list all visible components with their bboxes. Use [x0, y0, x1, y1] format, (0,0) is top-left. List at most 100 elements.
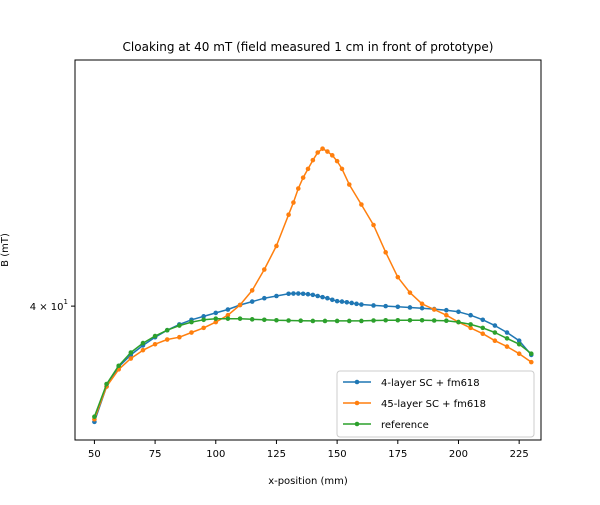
data-point: [359, 302, 364, 307]
data-point: [431, 318, 437, 323]
series-layer: [92, 146, 534, 425]
data-point: [371, 303, 376, 308]
data-point: [480, 325, 486, 331]
data-point: [329, 153, 335, 158]
data-point: [128, 356, 134, 361]
data-point: [468, 322, 473, 327]
data-point: [339, 166, 345, 172]
data-point: [516, 351, 522, 357]
data-point: [419, 317, 425, 323]
data-point: [320, 294, 325, 300]
data-point: [237, 302, 243, 308]
data-point: [291, 200, 296, 205]
data-point: [189, 330, 194, 335]
x-tick-label: 200: [449, 449, 468, 460]
data-point: [104, 381, 109, 387]
data-point: [329, 297, 335, 303]
data-point: [492, 330, 498, 335]
data-point: [225, 316, 231, 321]
data-point: [249, 299, 255, 304]
data-point: [516, 341, 522, 347]
x-tick-label: 225: [510, 449, 529, 460]
data-point: [92, 414, 97, 419]
data-point: [140, 340, 146, 346]
legend-box: [336, 370, 535, 438]
x-axis-ticks: 50 75 100 125 150 175 200 225: [88, 440, 529, 460]
data-point: [274, 293, 279, 299]
data-point: [164, 327, 170, 333]
series-3: [92, 316, 534, 419]
data-point: [419, 301, 425, 307]
data-point: [346, 318, 352, 324]
data-point: [140, 347, 146, 353]
data-point: [407, 317, 413, 323]
data-point: [480, 331, 486, 336]
legend-label: 4-layer SC + fm618: [381, 378, 480, 389]
data-point: [395, 317, 401, 323]
data-point: [295, 291, 301, 296]
data-point: [492, 338, 498, 344]
data-point: [444, 307, 449, 313]
x-tick-label: 50: [88, 449, 101, 460]
data-point: [177, 323, 182, 328]
data-point: [305, 291, 311, 297]
data-point: [349, 300, 354, 306]
data-point: [480, 317, 486, 323]
data-point: [262, 267, 267, 272]
data-point: [213, 310, 219, 316]
data-point: [444, 318, 449, 324]
data-point: [295, 186, 301, 191]
data-point: [152, 341, 158, 347]
legend-label: 45-layer SC + fm618: [381, 399, 486, 410]
data-point: [492, 323, 498, 328]
data-point: [310, 292, 316, 298]
data-point: [407, 290, 413, 295]
data-point: [152, 333, 158, 339]
x-tick-label: 75: [149, 449, 162, 460]
data-point: [431, 307, 437, 312]
y-tick-label: 4 × 101: [30, 298, 68, 313]
data-point: [286, 212, 291, 218]
x-tick-label: 150: [328, 449, 347, 460]
legend-marker: [354, 421, 360, 427]
data-point: [213, 319, 219, 325]
data-point: [419, 305, 425, 311]
data-point: [468, 312, 473, 318]
legend-marker: [354, 379, 360, 385]
data-point: [274, 317, 279, 323]
data-point: [262, 317, 267, 323]
data-point: [310, 157, 316, 163]
data-point: [528, 351, 534, 357]
y-tick-label-base: 4 × 10: [30, 302, 64, 313]
data-point: [395, 304, 401, 310]
data-point: [201, 325, 206, 331]
data-point: [371, 222, 376, 228]
data-point: [249, 288, 255, 293]
data-point: [320, 146, 325, 151]
data-point: [456, 319, 461, 325]
data-point: [201, 314, 206, 319]
data-point: [344, 299, 350, 305]
data-point: [322, 318, 328, 324]
chart-title: Cloaking at 40 mT (field measured 1 cm i…: [123, 40, 494, 54]
y-axis-label: B (mT): [0, 233, 11, 267]
data-point: [444, 312, 449, 318]
data-point: [528, 359, 534, 365]
data-point: [164, 337, 170, 342]
data-point: [274, 243, 279, 249]
data-point: [300, 175, 306, 180]
data-point: [189, 319, 194, 325]
data-point: [300, 291, 306, 297]
data-point: [334, 158, 340, 164]
data-point: [334, 298, 340, 304]
y-axis-ticks: 4 × 101: [30, 298, 75, 313]
data-point: [315, 293, 321, 299]
data-point: [383, 303, 388, 309]
data-point: [286, 291, 291, 297]
data-point: [504, 330, 510, 335]
data-point: [339, 299, 345, 304]
data-point: [249, 317, 255, 322]
data-point: [346, 182, 352, 187]
data-point: [116, 363, 121, 369]
series-2: [92, 146, 534, 422]
